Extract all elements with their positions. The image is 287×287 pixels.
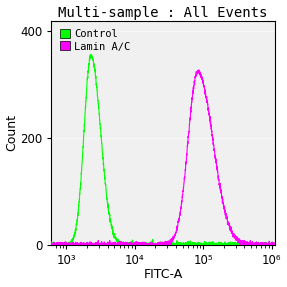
Legend: Control, Lamin A∕C: Control, Lamin A∕C <box>57 26 133 54</box>
X-axis label: FITC-A: FITC-A <box>144 268 183 282</box>
Y-axis label: Count: Count <box>5 115 19 151</box>
Title: Multi-sample : All Events: Multi-sample : All Events <box>59 5 268 20</box>
